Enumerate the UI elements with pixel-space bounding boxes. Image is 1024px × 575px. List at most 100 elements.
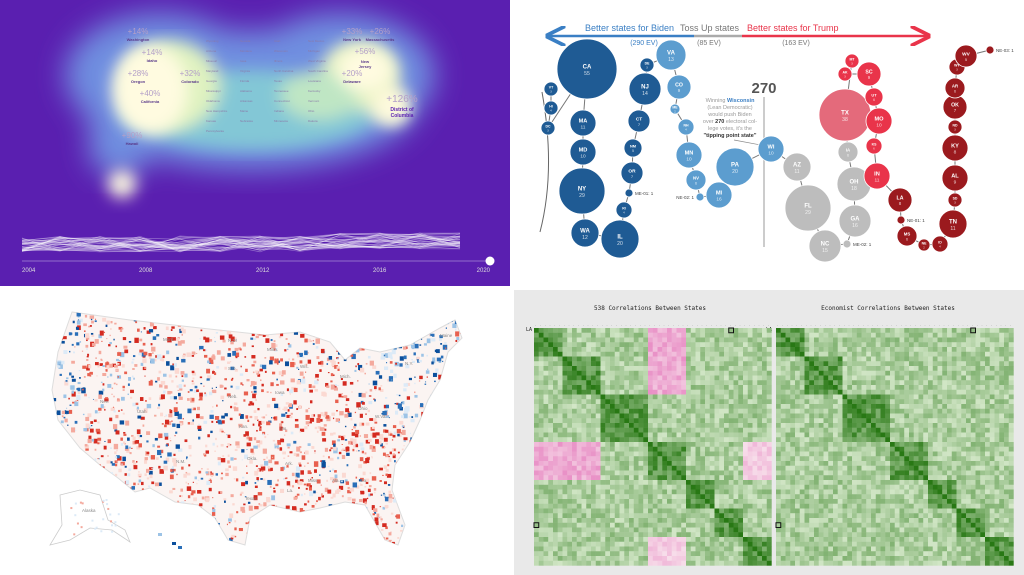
corr-cell[interactable] [595,489,601,495]
corr-cell[interactable] [591,475,596,481]
corr-cell[interactable] [681,385,687,390]
corr-cell[interactable] [576,394,582,400]
corr-cell[interactable] [766,332,772,338]
corr-cell[interactable] [576,342,582,348]
corr-cell[interactable] [676,475,682,481]
corr-cell[interactable] [567,480,573,485]
corr-cell[interactable] [743,375,748,381]
corr-cell[interactable] [724,418,729,424]
corr-cell[interactable] [657,380,663,386]
corr-cell[interactable] [738,461,744,466]
corr-cell[interactable] [728,494,734,500]
corr-cell[interactable] [638,508,644,514]
corr-cell[interactable] [700,413,706,419]
corr-cell[interactable] [548,446,554,452]
corr-cell[interactable] [690,418,696,424]
corr-cell[interactable] [576,328,582,333]
corr-cell[interactable] [690,432,696,438]
corr-cell[interactable] [719,437,725,443]
corr-cell[interactable] [591,361,596,367]
corr-cell[interactable] [610,389,615,395]
corr-cell[interactable] [747,461,753,466]
corr-cell[interactable] [624,351,630,357]
corr-cell[interactable] [681,337,687,343]
corr-cell[interactable] [538,342,544,348]
corr-cell[interactable] [581,337,587,343]
corr-cell[interactable] [581,394,587,400]
corr-cell[interactable] [553,408,558,414]
corr-cell[interactable] [643,432,649,438]
corr-cell[interactable] [643,356,649,362]
corr-cell[interactable] [567,328,573,333]
corr-cell[interactable] [733,503,739,509]
corr-cell[interactable] [762,461,767,466]
corr-cell[interactable] [581,475,587,481]
corr-cell[interactable] [595,508,601,514]
corr-cell[interactable] [652,423,658,428]
corr-cell[interactable] [610,385,615,390]
corr-cell[interactable] [614,389,620,395]
corr-cell[interactable] [738,404,744,409]
corr-cell[interactable] [600,342,606,348]
corr-cell[interactable] [605,427,611,433]
corr-cell[interactable] [686,370,691,376]
corr-cell[interactable] [766,465,772,471]
state-bubble-me[interactable]: ME2 [669,103,681,115]
corr-cell[interactable] [610,366,615,371]
corr-cell[interactable] [624,366,630,371]
corr-cell[interactable] [733,423,739,428]
corr-cell[interactable] [747,437,753,443]
corr-cell[interactable] [728,418,734,424]
corr-cell[interactable] [534,446,539,452]
corr-cell[interactable] [714,418,720,424]
corr-cell[interactable] [747,404,753,409]
corr-cell[interactable] [638,470,644,476]
corr-cell[interactable] [648,480,653,485]
corr-cell[interactable] [709,356,715,362]
corr-cell[interactable] [671,366,677,371]
corr-cell[interactable] [548,503,554,509]
corr-cell[interactable] [557,351,563,357]
corr-cell[interactable] [709,361,715,367]
corr-cell[interactable] [657,361,663,367]
corr-cell[interactable] [752,361,758,367]
corr-cell[interactable] [557,461,563,466]
corr-cell[interactable] [676,494,682,500]
corr-cell[interactable] [633,356,639,362]
corr-cell[interactable] [671,503,677,509]
corr-cell[interactable] [686,451,691,457]
corr-cell[interactable] [743,451,748,457]
corr-cell[interactable] [557,423,563,428]
corr-cell[interactable] [652,461,658,466]
corr-cell[interactable] [671,489,677,495]
corr-cell[interactable] [619,446,625,452]
corr-cell[interactable] [667,489,672,495]
corr-cell[interactable] [624,475,630,481]
corr-cell[interactable] [757,385,763,390]
corr-cell[interactable] [538,480,544,485]
corr-cell[interactable] [605,437,611,443]
corr-cell[interactable] [619,332,625,338]
corr-cell[interactable] [534,456,539,462]
corr-cell[interactable] [543,446,549,452]
corr-cell[interactable] [762,499,767,504]
corr-cell[interactable] [747,408,753,414]
corr-cell[interactable] [648,375,653,381]
corr-cell[interactable] [747,456,753,462]
corr-cell[interactable] [671,442,677,447]
corr-cell[interactable] [752,461,758,466]
corr-cell[interactable] [667,442,672,447]
corr-cell[interactable] [548,489,554,495]
corr-cell[interactable] [633,484,639,490]
corr-cell[interactable] [766,385,772,390]
corr-cell[interactable] [548,404,554,409]
corr-cell[interactable] [624,408,630,414]
corr-cell[interactable] [553,361,558,367]
corr-cell[interactable] [714,380,720,386]
corr-cell[interactable] [614,380,620,386]
corr-cell[interactable] [762,375,767,381]
corr-cell[interactable] [686,408,691,414]
corr-cell[interactable] [686,465,691,471]
